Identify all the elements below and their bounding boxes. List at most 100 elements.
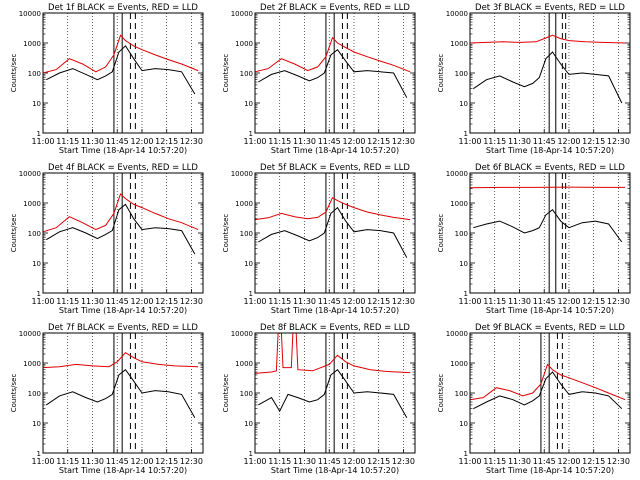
y-axis-label: Counts/sec [437, 54, 445, 93]
x-axis-label: Start Time (18-Apr-14 10:57:20) [271, 466, 399, 475]
y-tick-label: 10 [32, 100, 41, 108]
series-line-events [473, 51, 623, 104]
chart-panel-8: 11:00 11:15 11:30 11:45 12:00 12:15 12:30 1 10 10… [222, 323, 416, 475]
series-line-events [473, 208, 623, 243]
x-tick-label: 11:15 [268, 297, 291, 306]
series-line-lld [469, 186, 626, 189]
chart-panel-6: 11:00 11:15 11:30 11:45 12:00 12:15 12:30 1 10 10… [437, 163, 631, 315]
y-tick-label: 10000 [231, 330, 253, 338]
x-tick-label: 11:00 [458, 297, 481, 306]
x-tick-label: 11:15 [268, 137, 291, 146]
y-tick-label: 1000 [235, 200, 253, 208]
y-tick-label: 10 [244, 420, 253, 428]
series-line-events [258, 206, 408, 258]
x-tick-label: 11:45 [106, 457, 129, 466]
y-axis-label: Counts/sec [437, 214, 445, 253]
x-tick-label: 12:00 [557, 297, 580, 306]
y-tick-label: 10000 [446, 10, 468, 18]
x-axis-label: Start Time (18-Apr-14 10:57:20) [271, 306, 399, 315]
y-tick-label: 1 [249, 450, 253, 458]
x-tick-label: 12:15 [155, 137, 178, 146]
x-tick-label: 12:00 [557, 137, 580, 146]
x-tick-label: 12:15 [582, 457, 605, 466]
y-tick-label: 1000 [450, 360, 468, 368]
x-tick-label: 11:15 [483, 457, 506, 466]
x-tick-label: 12:00 [342, 457, 365, 466]
y-tick-label: 10000 [231, 10, 253, 18]
x-tick-label: 11:00 [31, 457, 54, 466]
series-line-lld [254, 196, 411, 221]
y-tick-label: 10 [32, 420, 41, 428]
y-tick-label: 10 [459, 260, 468, 268]
x-tick-label: 11:15 [56, 137, 79, 146]
x-tick-label: 11:00 [243, 137, 266, 146]
y-tick-label: 1000 [23, 360, 41, 368]
x-tick-label: 12:00 [342, 297, 365, 306]
x-tick-label: 11:45 [318, 297, 341, 306]
series-line-lld [254, 332, 411, 374]
x-axis-label: Start Time (18-Apr-14 10:57:20) [486, 466, 614, 475]
x-tick-label: 12:00 [130, 457, 153, 466]
y-tick-label: 10000 [19, 170, 41, 178]
y-tick-label: 100 [240, 70, 253, 78]
chart-title: Det 7f BLACK = Events, RED = LLD [48, 323, 198, 333]
x-tick-label: 12:30 [392, 457, 415, 466]
x-tick-label: 12:00 [130, 297, 153, 306]
chart-title: Det 8f BLACK = Events, RED = LLD [260, 323, 410, 333]
x-tick-label: 12:15 [367, 137, 390, 146]
series-line-lld [469, 34, 626, 44]
plot-frame [469, 332, 631, 454]
x-axis-label: Start Time (18-Apr-14 10:57:20) [486, 306, 614, 315]
x-tick-label: 11:15 [56, 457, 79, 466]
chart-panel-2: 11:00 11:15 11:30 11:45 12:00 12:15 12:30 1 10 10… [222, 3, 416, 155]
y-tick-label: 10000 [19, 330, 41, 338]
x-tick-label: 11:30 [293, 137, 316, 146]
y-tick-label: 1 [37, 450, 41, 458]
series-line-events [473, 371, 623, 410]
x-tick-label: 12:00 [130, 137, 153, 146]
y-tick-label: 100 [455, 70, 468, 78]
x-tick-label: 11:45 [106, 297, 129, 306]
x-tick-label: 11:45 [533, 297, 556, 306]
y-tick-label: 1000 [235, 360, 253, 368]
plot-frame [254, 172, 416, 294]
x-tick-label: 11:00 [31, 297, 54, 306]
series-line-events [46, 45, 196, 95]
x-axis-label: Start Time (18-Apr-14 10:57:20) [59, 306, 187, 315]
x-tick-label: 12:15 [155, 457, 178, 466]
y-tick-label: 100 [28, 230, 41, 238]
y-tick-label: 10000 [446, 330, 468, 338]
x-tick-label: 11:45 [533, 457, 556, 466]
plot-frame [469, 172, 631, 294]
chart-panel-9: 11:00 11:15 11:30 11:45 12:00 12:15 12:30 1 10 10… [437, 323, 631, 475]
y-tick-label: 1 [249, 130, 253, 138]
y-axis-label: Counts/sec [437, 374, 445, 413]
series-line-lld [42, 352, 199, 369]
x-tick-label: 11:00 [31, 137, 54, 146]
y-axis-label: Counts/sec [10, 54, 18, 93]
series-line-lld [42, 193, 199, 233]
x-tick-label: 12:30 [607, 297, 630, 306]
x-tick-label: 12:30 [392, 297, 415, 306]
x-tick-label: 11:30 [293, 297, 316, 306]
chart-title: Det 6f BLACK = Events, RED = LLD [475, 163, 625, 173]
plot-frame [469, 12, 631, 134]
x-tick-label: 12:30 [607, 457, 630, 466]
x-tick-label: 12:00 [342, 137, 365, 146]
x-tick-label: 11:30 [293, 457, 316, 466]
y-tick-label: 100 [455, 390, 468, 398]
x-tick-label: 11:15 [483, 297, 506, 306]
y-axis-label: Counts/sec [222, 214, 230, 253]
x-tick-label: 12:15 [367, 297, 390, 306]
x-tick-label: 11:30 [508, 137, 531, 146]
series-line-events [258, 48, 408, 98]
y-tick-label: 1 [249, 290, 253, 298]
y-axis-label: Counts/sec [10, 214, 18, 253]
y-tick-label: 1 [464, 130, 468, 138]
y-tick-label: 1 [464, 290, 468, 298]
plot-frame [254, 332, 416, 454]
x-tick-label: 11:45 [533, 137, 556, 146]
chart-panel-5: 11:00 11:15 11:30 11:45 12:00 12:15 12:30 1 10 10… [222, 163, 416, 315]
chart-title: Det 1f BLACK = Events, RED = LLD [48, 3, 198, 13]
y-axis-label: Counts/sec [10, 374, 18, 413]
